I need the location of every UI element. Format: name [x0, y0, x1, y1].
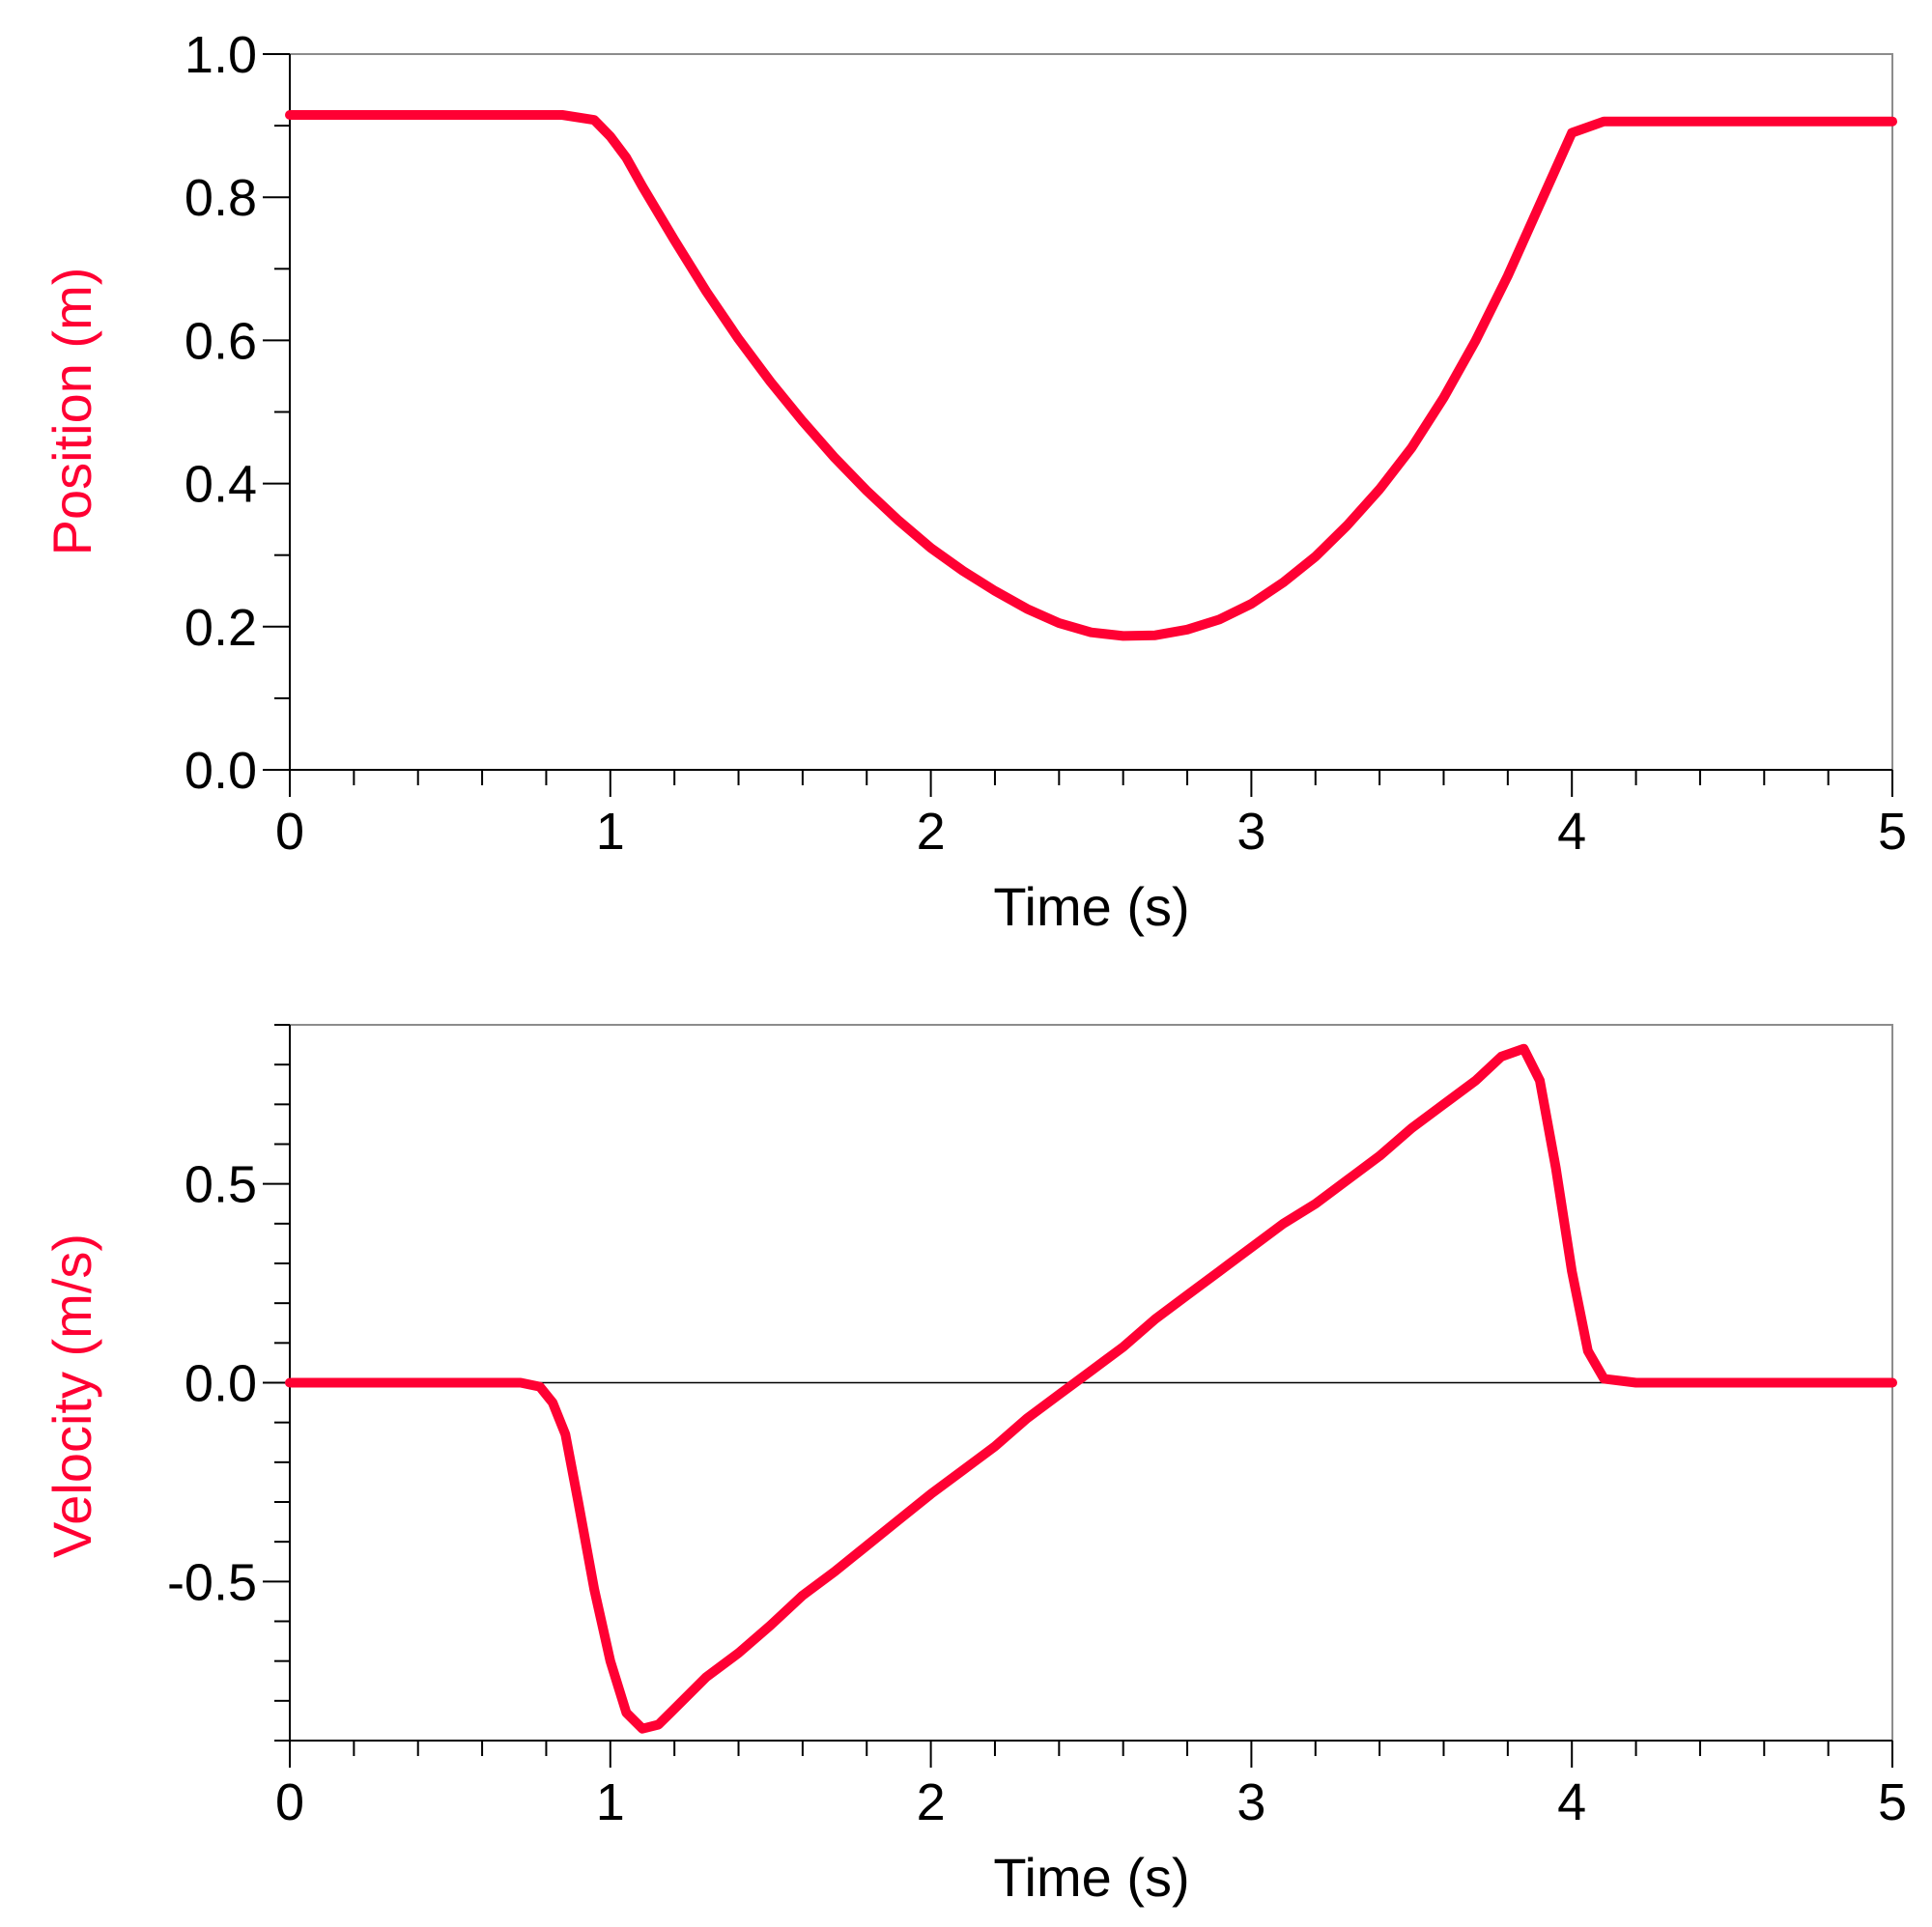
velocity-y-axis-title: Velocity (m/s) — [42, 1233, 102, 1558]
position-ticks: 0 1 2 3 4 5 0.0 0.2 0.4 0.6 0.8 1.0 — [185, 26, 1907, 861]
position-x-axis-title: Time (s) — [993, 876, 1189, 937]
position-x-tick-label: 0 — [275, 803, 304, 861]
velocity-chart: 0 1 2 3 4 5 -0.5 0.0 0.5 Time (s) Velocity (m/s) — [42, 1024, 1907, 1908]
velocity-series-group — [285, 1043, 1897, 1734]
position-y-axis-title: Position (m) — [42, 268, 102, 556]
velocity-x-tick-label: 4 — [1557, 1773, 1586, 1831]
position-y-tick-label: 0.2 — [185, 599, 257, 657]
position-y-tick-label: 0.6 — [185, 312, 257, 370]
velocity-x-axis-title: Time (s) — [993, 1847, 1189, 1908]
velocity-ticks: 0 1 2 3 4 5 -0.5 0.0 0.5 — [167, 1024, 1907, 1831]
velocity-x-tick-label: 5 — [1878, 1773, 1907, 1831]
position-chart: 0 1 2 3 4 5 0.0 0.2 0.4 0.6 0.8 1.0 Time (s) Positi… — [42, 26, 1907, 937]
velocity-x-tick-label: 2 — [917, 1773, 946, 1831]
velocity-series-line — [285, 1043, 1897, 1734]
velocity-y-tick-label: -0.5 — [167, 1553, 257, 1611]
velocity-y-tick-label: 0.5 — [185, 1156, 257, 1214]
position-y-tick-label: 1.0 — [185, 26, 257, 84]
velocity-x-tick-label: 3 — [1236, 1773, 1265, 1831]
position-y-tick-label: 0.0 — [185, 742, 257, 800]
position-y-tick-label: 0.4 — [185, 456, 257, 514]
position-y-tick-label: 0.8 — [185, 169, 257, 227]
position-series-line — [285, 110, 1897, 641]
velocity-x-tick-label: 0 — [275, 1773, 304, 1831]
velocity-x-tick-label: 1 — [596, 1773, 625, 1831]
velocity-y-tick-label: 0.0 — [185, 1355, 257, 1413]
position-x-tick-label: 3 — [1236, 803, 1265, 861]
position-x-tick-label: 1 — [596, 803, 625, 861]
position-x-tick-label: 2 — [917, 803, 946, 861]
position-series-group — [285, 110, 1897, 641]
position-x-tick-label: 4 — [1557, 803, 1586, 861]
position-x-tick-label: 5 — [1878, 803, 1907, 861]
position-plot-frame — [289, 53, 1893, 771]
